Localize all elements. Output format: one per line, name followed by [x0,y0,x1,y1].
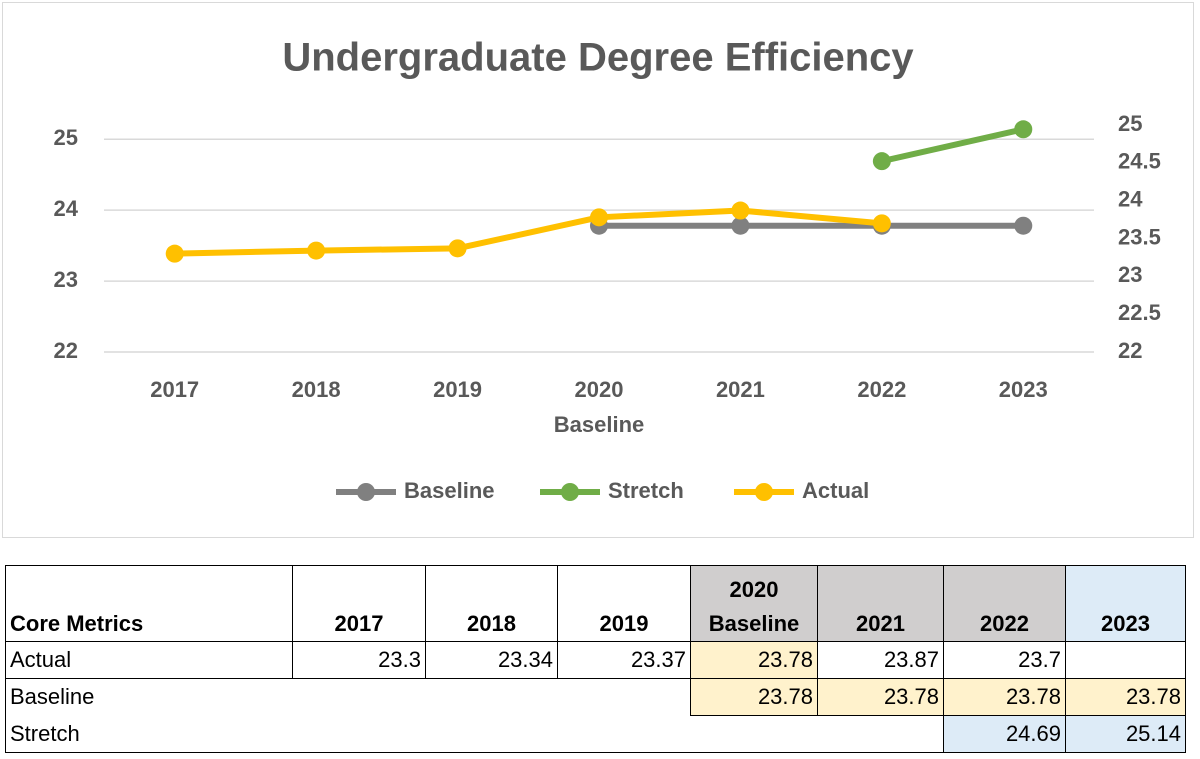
y2-tick-label: 23 [1118,262,1142,287]
data-point [1014,120,1033,139]
row-label: Baseline [5,678,691,716]
x-tick-label: 2023 [998,377,1048,402]
table-cell: 23.78 [690,641,818,679]
y2-tick-label: 24.5 [1118,149,1161,174]
legend-label: Stretch [608,478,684,503]
chart-title: Undergraduate Degree Efficiency [282,36,914,80]
table-cell: 23.34 [425,641,558,679]
legend-marker [561,483,579,501]
table-cell: 23.78 [1065,678,1186,716]
table-cell [1065,641,1186,679]
table-cell: 23.37 [557,641,691,679]
data-point [307,241,326,260]
data-point [590,208,608,227]
y2-tick-label: 22 [1118,338,1142,363]
table-cell: 24.69 [943,715,1066,753]
data-point [448,239,467,258]
x-tick-label: 2018 [291,377,341,402]
y-tick-label: 24 [54,196,79,221]
series-line [881,126,1024,165]
legend-label: Actual [802,478,869,503]
y2-tick-label: 24 [1118,186,1143,211]
table-header: 2022 [943,565,1066,642]
data-point [731,216,750,235]
x-tick-label: 2020 Baseline [553,377,645,437]
legend-label: Baseline [404,478,495,503]
table-cell: 23.7 [943,641,1066,679]
y-tick-label: 25 [54,125,78,150]
x-tick-label: 2019 [433,377,483,402]
table-cell: 23.78 [690,678,818,716]
y2-tick-label: 23.5 [1118,224,1161,249]
metrics-table: Core Metrics 2017 2018 2019 2020 Baseline 202… [5,565,1186,753]
table-header: 2020 Baseline [690,565,818,642]
table-header: 2021 [817,565,944,642]
table-cell: 23.78 [817,678,944,716]
y2-tick-label: 22.5 [1118,300,1161,325]
chart-frame [2,2,1194,538]
y-tick-label: 23 [54,267,78,292]
y-tick-label: 22 [54,338,78,363]
row-label: Stretch [5,715,944,753]
data-point [872,152,891,171]
legend-marker [357,483,375,501]
table-cell: 23.3 [292,641,426,679]
table-header: 2019 [557,565,691,642]
series-line [174,207,883,257]
row-label: Actual [5,641,293,679]
table-cell: 25.14 [1065,715,1186,753]
table-header: Core Metrics [5,565,293,642]
x-tick-label: 2017 [150,377,200,402]
table-cell: 23.78 [943,678,1066,716]
table-cell: 23.87 [817,641,944,679]
data-point [872,214,891,233]
chart: Undergraduate Degree Efficiency 22 23 24 25… [54,36,1161,503]
x-tick-label: 2021 [715,377,765,402]
data-point [1014,216,1033,235]
data-point [731,201,750,220]
y2-tick-label: 25 [1118,111,1142,136]
data-point [165,244,184,263]
legend-marker [755,483,773,501]
table-header: 2018 [425,565,558,642]
x-tick-label: 2022 [857,377,907,402]
table-header: 2017 [292,565,426,642]
table-header: 2023 [1065,565,1186,642]
